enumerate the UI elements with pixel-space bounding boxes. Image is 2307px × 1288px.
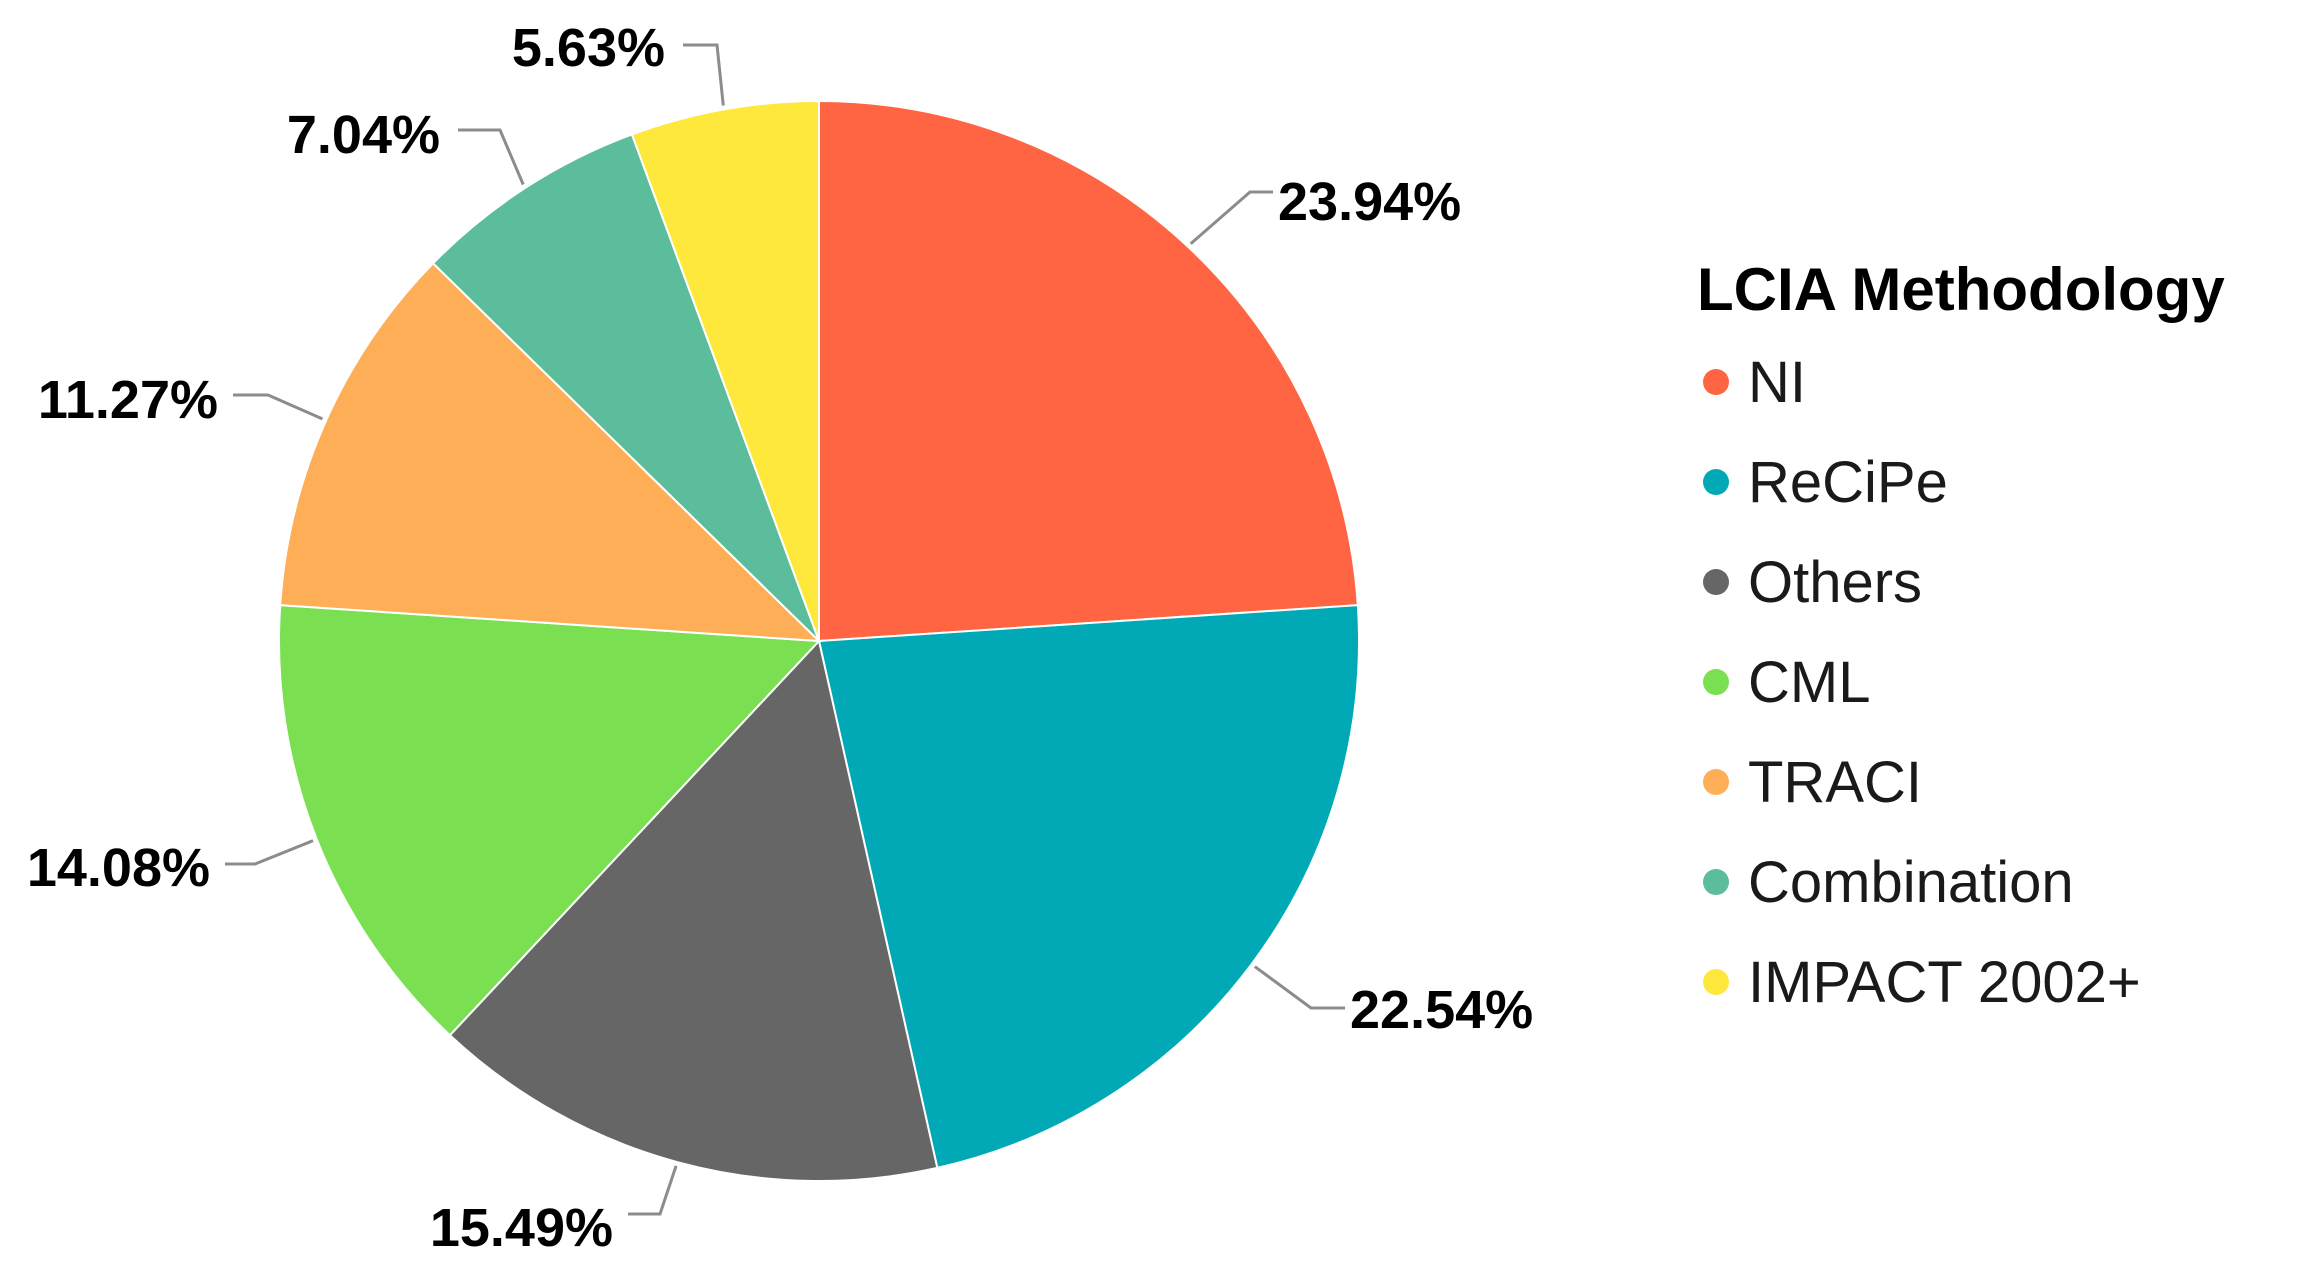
leader-line-ni [1189, 190, 1273, 245]
legend-title: LCIA Methodology [1697, 256, 2225, 323]
pie-slice-combination [431, 133, 820, 642]
data-label-cml: 14.08% [27, 838, 210, 898]
leader-line-traci [233, 393, 324, 421]
pie-slice-others [448, 638, 939, 1182]
data-label-ni: 23.94% [1278, 172, 1461, 232]
legend-label-others: Others [1748, 550, 1922, 615]
data-label-impact-2002-: 5.63% [512, 18, 665, 78]
data-label-recipe: 22.54% [1350, 980, 1533, 1040]
pie-slices [278, 99, 1360, 1182]
legend-marker-cml [1703, 669, 1729, 695]
pie-slice-recipe [817, 604, 1360, 1170]
legend-marker-ni [1703, 369, 1729, 395]
legend-marker-others [1703, 569, 1729, 595]
legend-label-traci: TRACI [1748, 750, 1922, 815]
leader-line-combination [458, 128, 525, 186]
legend-label-combination: Combination [1748, 850, 2074, 915]
leader-line-recipe [1253, 965, 1345, 1010]
leader-line-impact-2002- [683, 43, 725, 106]
data-label-combination: 7.04% [287, 105, 440, 165]
legend-marker-traci [1703, 769, 1729, 795]
legend-marker-impact-2002- [1703, 969, 1729, 995]
legend-marker-combination [1703, 869, 1729, 895]
legend-marker-recipe [1703, 469, 1729, 495]
pie-slice-cml [278, 604, 822, 1037]
data-label-others: 15.49% [430, 1198, 613, 1258]
leader-line-cml [225, 839, 314, 866]
legend: LCIA Methodology NI ReCiPe Others CML TRACI C… [1697, 256, 2225, 1015]
leader-line-others [628, 1165, 678, 1216]
legend-label-recipe: ReCiPe [1748, 450, 1948, 515]
pie-slice-ni [818, 99, 1359, 643]
legend-label-ni: NI [1748, 350, 1806, 415]
pie-slice-impact-2002- [630, 99, 820, 642]
legend-label-cml: CML [1748, 650, 1870, 715]
data-label-traci: 11.27% [38, 370, 218, 430]
label-leaders [225, 43, 1345, 1216]
legend-label-impact-2002-: IMPACT 2002+ [1748, 950, 2141, 1015]
data-labels: 23.94% 22.54% 15.49% 14.08% 11.27% 7.04% 5.63% [27, 18, 1533, 1258]
pie-slice-traci [279, 261, 822, 643]
